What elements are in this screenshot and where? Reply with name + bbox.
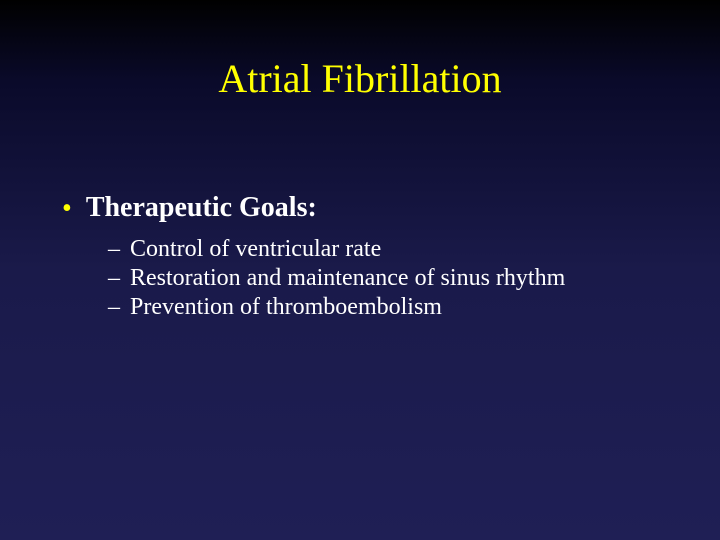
slide-title: Atrial Fibrillation	[50, 55, 670, 102]
sub-item-text: Control of ventricular rate	[130, 236, 381, 263]
sub-item-text: Prevention of thromboembolism	[130, 294, 442, 321]
list-item: – Restoration and maintenance of sinus r…	[108, 265, 670, 292]
sub-item-text: Restoration and maintenance of sinus rhy…	[130, 265, 565, 292]
list-item: – Control of ventricular rate	[108, 236, 670, 263]
slide-container: Atrial Fibrillation • Therapeutic Goals:…	[0, 0, 720, 540]
bullet-main: • Therapeutic Goals:	[62, 192, 670, 226]
dash-icon: –	[108, 294, 120, 321]
dash-icon: –	[108, 236, 120, 263]
bullet-dot-icon: •	[62, 192, 72, 226]
dash-icon: –	[108, 265, 120, 292]
sub-list: – Control of ventricular rate – Restorat…	[108, 236, 670, 321]
list-item: – Prevention of thromboembolism	[108, 294, 670, 321]
bullet-main-label: Therapeutic Goals:	[86, 192, 317, 224]
